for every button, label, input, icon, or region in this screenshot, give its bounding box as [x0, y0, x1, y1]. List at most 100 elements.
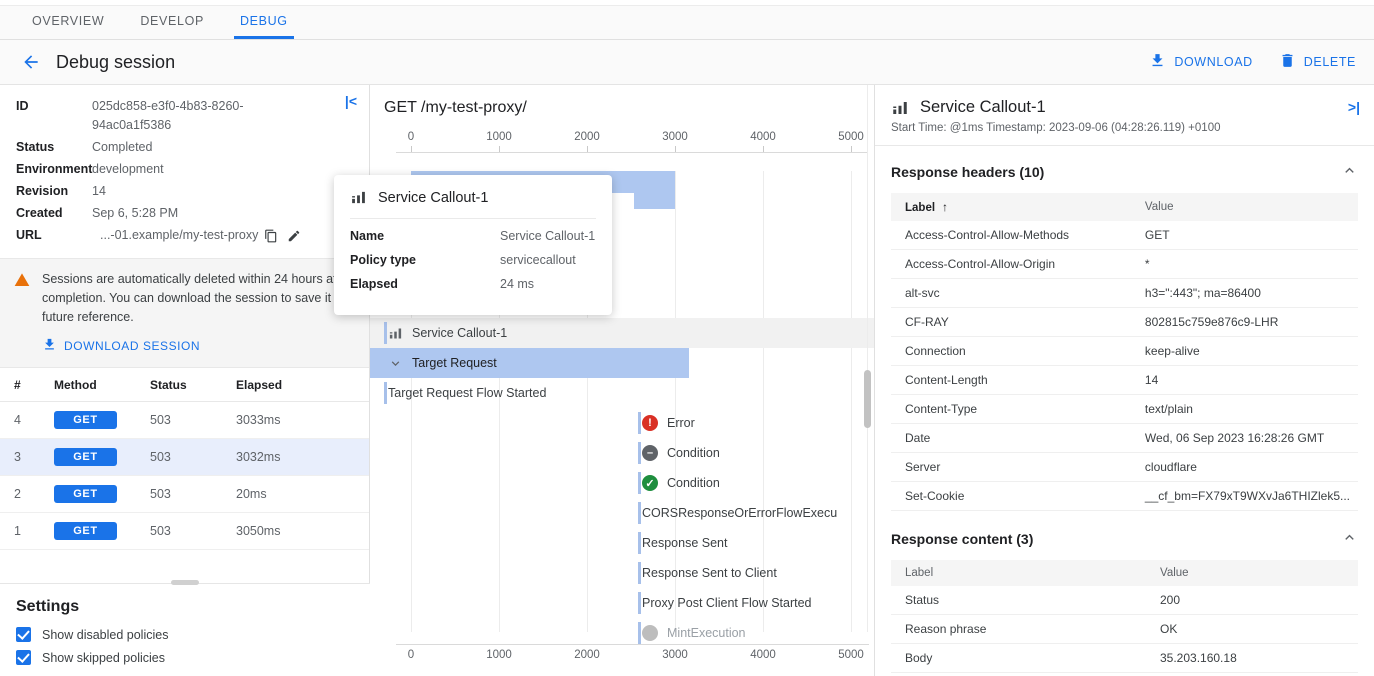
table-row[interactable]: 4 GET 503 3033ms	[0, 401, 369, 439]
content-label: Body	[891, 643, 1146, 673]
url-actions	[264, 226, 301, 245]
column-header-label[interactable]: Label ↑	[891, 193, 1131, 221]
condition-true-icon: ✓	[642, 475, 658, 491]
timeline-row-mint-execution[interactable]: MintExecution	[370, 618, 874, 648]
axis-tick-label: 2000	[574, 131, 600, 143]
timeline-scrollbar[interactable]	[864, 85, 872, 632]
row-marker	[384, 382, 387, 404]
table-row[interactable]: Body 35.203.160.18	[891, 643, 1358, 673]
table-row[interactable]: Server cloudflare	[891, 452, 1358, 482]
delete-button[interactable]: DELETE	[1279, 52, 1356, 72]
table-row[interactable]: Set-Cookie __cf_bm=FX79xT9WXvJa6THIZlek5.…	[891, 481, 1358, 511]
tab-develop[interactable]: DEVELOP	[140, 14, 204, 28]
column-header-status[interactable]: Status	[136, 368, 222, 402]
timeline-row-response-sent-to-client[interactable]: Response Sent to Client	[370, 558, 874, 588]
setting-show-disabled-policies[interactable]: Show disabled policies	[16, 627, 354, 642]
details-title-row: Service Callout-1	[891, 98, 1358, 117]
scrollbar-thumb[interactable]	[864, 370, 871, 428]
row-label: Proxy Post Client Flow Started	[642, 596, 812, 610]
row-status: 503	[136, 475, 222, 513]
table-row[interactable]: Reason phrase OK	[891, 614, 1358, 644]
column-header-elapsed[interactable]: Elapsed	[222, 368, 369, 402]
table-row[interactable]: Connection keep-alive	[891, 336, 1358, 366]
checkbox-checked-icon[interactable]	[16, 650, 31, 665]
page-header: Debug session DOWNLOAD DELETE	[0, 40, 1374, 85]
chevron-up-icon[interactable]	[1341, 162, 1358, 182]
table-row[interactable]: Status 200	[891, 586, 1358, 615]
top-tabs: OVERVIEW DEVELOP DEBUG	[0, 0, 1374, 40]
timeline-row-service-callout-1[interactable]: Service Callout-1	[370, 318, 874, 348]
timeline-row-target-request-flow-started[interactable]: Target Request Flow Started	[370, 378, 874, 408]
panel-resize-grip[interactable]	[171, 580, 199, 585]
policy-tooltip-card: Service Callout-1 Name Service Callout-1…	[334, 175, 612, 315]
header-value: GET	[1130, 221, 1358, 250]
table-row[interactable]: Date Wed, 06 Sep 2023 16:28:26 GMT	[891, 423, 1358, 453]
checkbox-checked-icon[interactable]	[16, 627, 31, 642]
timeline-row-cors-response-or-error-flow[interactable]: CORSResponseOrErrorFlowExecu	[370, 498, 874, 528]
row-label: Target Request Flow Started	[388, 386, 547, 400]
timeline-row-target-request[interactable]: Target Request	[370, 348, 689, 378]
row-label: Target Request	[412, 356, 497, 370]
chevron-down-icon[interactable]	[388, 356, 403, 371]
header-value: h3=":443"; ma=86400	[1130, 278, 1358, 308]
chevron-up-icon[interactable]	[1341, 529, 1358, 549]
back-arrow-icon[interactable]	[18, 49, 44, 75]
row-status: 503	[136, 438, 222, 476]
axis-tick-label: 0	[407, 649, 415, 661]
download-button[interactable]: DOWNLOAD	[1149, 52, 1252, 72]
table-row[interactable]: alt-svc h3=":443"; ma=86400	[891, 278, 1358, 308]
header-label: Date	[891, 423, 1131, 453]
edit-pencil-icon[interactable]	[287, 229, 301, 243]
column-header-value[interactable]: Value	[1130, 193, 1358, 221]
table-row[interactable]: 1 GET 503 3050ms	[0, 512, 369, 550]
header-value: 802815c759e876c9-LHR	[1130, 307, 1358, 337]
row-elapsed: 3050ms	[222, 512, 369, 550]
setting-show-skipped-policies[interactable]: Show skipped policies	[16, 650, 354, 665]
timeline-row-response-sent[interactable]: Response Sent	[370, 528, 874, 558]
row-method: GET	[40, 438, 136, 476]
row-method: GET	[40, 512, 136, 550]
section-header-response-content[interactable]: Response content (3)	[891, 529, 1358, 560]
meta-value: 025dc858-e3f0-4b83-8260-94ac0a1f5386	[92, 99, 244, 132]
expand-right-panel-icon[interactable]: >|	[1347, 99, 1360, 115]
table-row[interactable]: Content-Length 14	[891, 365, 1358, 395]
column-header-label[interactable]: Label	[891, 560, 1146, 586]
tab-overview[interactable]: OVERVIEW	[32, 14, 105, 28]
section-response-content: Response content (3) Label Value Status 2…	[875, 511, 1374, 673]
response-content-table: Label Value Status 200 Reason phrase OK Bo…	[891, 560, 1358, 673]
row-marker	[638, 442, 641, 464]
row-num: 1	[0, 512, 40, 550]
column-header-value[interactable]: Value	[1146, 560, 1358, 586]
tooltip-title: Service Callout-1	[378, 189, 489, 206]
warning-triangle-icon	[14, 272, 30, 355]
policy-icon	[388, 326, 403, 341]
table-row[interactable]: Content-Type text/plain	[891, 394, 1358, 424]
gridline	[675, 171, 676, 632]
timeline-overall-bar-tail[interactable]	[634, 171, 675, 209]
tab-debug[interactable]: DEBUG	[222, 4, 306, 39]
method-badge: GET	[54, 485, 117, 503]
table-row[interactable]: 2 GET 503 20ms	[0, 475, 369, 513]
timeline-row-proxy-post-client-flow-started[interactable]: Proxy Post Client Flow Started	[370, 588, 874, 618]
table-row[interactable]: Access-Control-Allow-Origin *	[891, 249, 1358, 279]
column-header-method[interactable]: Method	[40, 368, 136, 402]
axis-tick	[587, 146, 588, 152]
header-label: Set-Cookie	[891, 481, 1131, 511]
setting-label: Show skipped policies	[42, 650, 165, 665]
axis-tick-label: 0	[407, 131, 415, 143]
condition-false-icon: –	[642, 445, 658, 461]
timeline-panel: GET /my-test-proxy/ 0 1000 2000 3000 400…	[370, 85, 875, 676]
section-header-response-headers[interactable]: Response headers (10)	[891, 162, 1358, 193]
column-header-num[interactable]: #	[0, 368, 40, 402]
content-value: 35.203.160.18	[1146, 643, 1358, 673]
table-row[interactable]: CF-RAY 802815c759e876c9-LHR	[891, 307, 1358, 337]
table-row[interactable]: 3 GET 503 3032ms	[0, 438, 369, 476]
copy-icon[interactable]	[264, 229, 278, 243]
download-session-button[interactable]: DOWNLOAD SESSION	[42, 337, 355, 355]
timeline-row-condition-true[interactable]: ✓ Condition	[370, 468, 874, 498]
collapse-left-panel-icon[interactable]: |<	[344, 93, 357, 109]
tooltip-row-elapsed: Elapsed 24 ms	[350, 277, 596, 291]
table-row[interactable]: Access-Control-Allow-Methods GET	[891, 221, 1358, 250]
timeline-row-error[interactable]: ! Error	[370, 408, 874, 438]
timeline-row-condition-false[interactable]: – Condition	[370, 438, 874, 468]
